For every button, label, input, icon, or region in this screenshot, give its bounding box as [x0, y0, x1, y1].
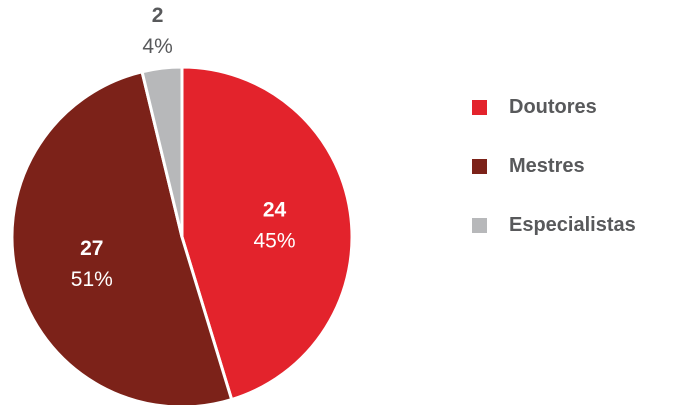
slice-percent-label: 51% [71, 268, 113, 291]
legend-swatch [472, 99, 487, 115]
pie-slices [10, 65, 354, 405]
legend-label: Mestres [509, 154, 585, 177]
legend-swatch [472, 217, 487, 233]
slice-percent-label: 4% [142, 35, 172, 58]
pie-slice-doutores [180, 65, 354, 402]
slice-value-label: 27 [80, 237, 103, 260]
slice-value-label: 2 [152, 4, 164, 27]
pie-labels: 24 45% 27 51% 2 4% [71, 4, 296, 291]
legend-label: Doutores [509, 95, 597, 118]
legend-swatch [472, 158, 487, 174]
legend-item-mestres: Mestres [472, 149, 636, 183]
legend-label: Especialistas [509, 213, 636, 236]
legend-item-doutores: Doutores [472, 90, 636, 124]
slice-percent-label: 45% [253, 230, 295, 253]
slice-value-label: 24 [263, 199, 287, 222]
pie-slice-especialistas [140, 65, 184, 239]
chart-legend: Doutores Mestres Especialistas [472, 90, 636, 267]
legend-item-especialistas: Especialistas [472, 208, 636, 242]
